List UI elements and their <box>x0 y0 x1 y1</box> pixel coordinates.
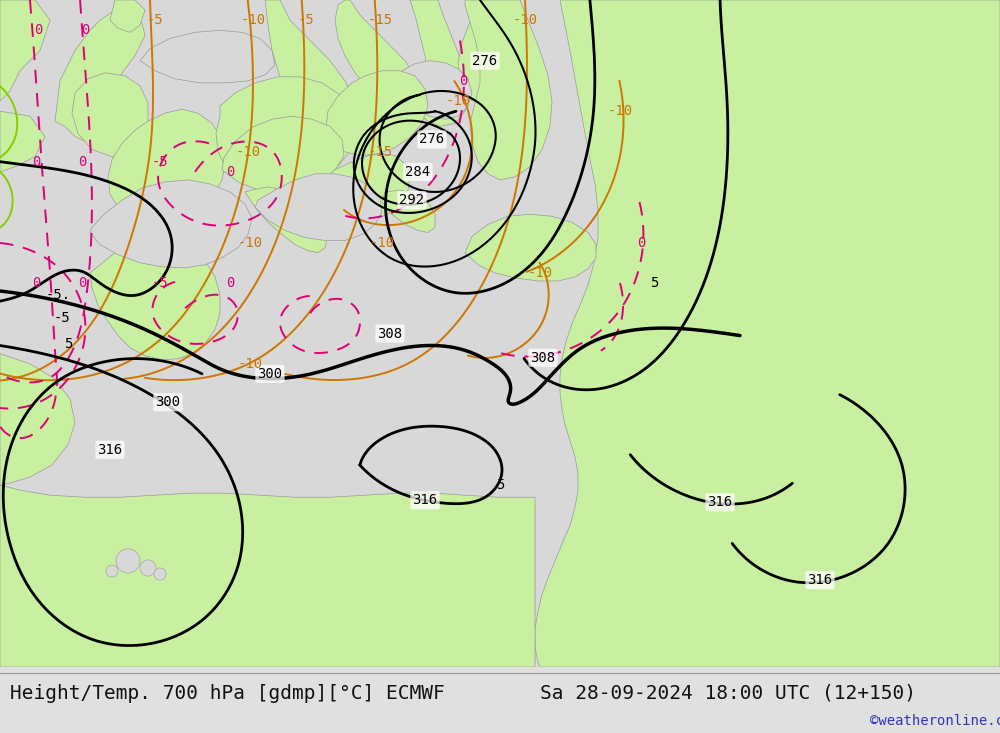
Text: 0: 0 <box>459 74 467 88</box>
Text: 284: 284 <box>405 165 431 179</box>
Text: 316: 316 <box>807 573 833 587</box>
Polygon shape <box>55 5 145 147</box>
Circle shape <box>106 565 118 577</box>
Text: 0: 0 <box>32 155 40 169</box>
Text: -5: -5 <box>54 312 70 325</box>
Polygon shape <box>90 240 220 360</box>
Polygon shape <box>535 0 1000 667</box>
Text: 300: 300 <box>257 367 283 381</box>
Text: -10: -10 <box>527 266 553 280</box>
Polygon shape <box>390 61 472 119</box>
Polygon shape <box>245 187 328 253</box>
Text: -5: -5 <box>298 13 314 27</box>
Polygon shape <box>335 0 420 109</box>
Text: -10: -10 <box>240 13 266 27</box>
Circle shape <box>154 568 166 580</box>
Text: -10: -10 <box>235 144 261 158</box>
Text: 0: 0 <box>78 276 86 290</box>
Polygon shape <box>0 354 75 485</box>
Text: 0: 0 <box>226 276 234 290</box>
Polygon shape <box>322 154 410 222</box>
Text: 292: 292 <box>399 193 425 207</box>
Circle shape <box>116 549 140 573</box>
Polygon shape <box>458 0 502 103</box>
Polygon shape <box>140 30 275 83</box>
Polygon shape <box>90 180 252 268</box>
Text: -5: -5 <box>152 155 168 169</box>
Text: 276: 276 <box>472 54 498 67</box>
Polygon shape <box>0 485 535 667</box>
Text: 5: 5 <box>496 478 504 492</box>
Circle shape <box>140 560 156 576</box>
Text: 316: 316 <box>412 493 438 507</box>
Text: 0: 0 <box>81 23 89 37</box>
Polygon shape <box>110 0 145 32</box>
Polygon shape <box>216 77 355 190</box>
Text: 0: 0 <box>226 165 234 179</box>
Text: 0: 0 <box>78 155 86 169</box>
Text: -5: -5 <box>152 276 168 290</box>
Text: -10: -10 <box>445 94 471 108</box>
Polygon shape <box>0 0 50 101</box>
Text: -10: -10 <box>607 104 633 118</box>
Polygon shape <box>326 71 428 155</box>
Polygon shape <box>410 0 468 126</box>
Text: -10: -10 <box>369 235 395 249</box>
Text: -10: -10 <box>512 13 538 27</box>
Text: -5.: -5. <box>45 288 71 302</box>
Text: 0: 0 <box>32 276 40 290</box>
Text: Sa 28-09-2024 18:00 UTC (12+150): Sa 28-09-2024 18:00 UTC (12+150) <box>540 683 916 702</box>
Text: -5: -5 <box>147 13 163 27</box>
Polygon shape <box>382 190 435 232</box>
Text: -10: -10 <box>237 357 263 371</box>
Text: ©weatheronline.co.uk: ©weatheronline.co.uk <box>870 714 1000 728</box>
Text: 0: 0 <box>34 23 42 37</box>
Polygon shape <box>465 0 552 180</box>
Text: 0: 0 <box>637 235 645 249</box>
Text: -15: -15 <box>367 144 393 158</box>
Text: 276: 276 <box>419 133 445 147</box>
Text: 5: 5 <box>64 336 72 350</box>
Text: 5: 5 <box>650 276 658 290</box>
Text: 316: 316 <box>97 443 123 457</box>
Polygon shape <box>222 117 344 194</box>
Polygon shape <box>465 214 596 281</box>
Polygon shape <box>72 73 148 157</box>
Text: 300: 300 <box>155 395 181 409</box>
Text: 316: 316 <box>707 496 733 509</box>
Text: -15: -15 <box>367 13 393 27</box>
Polygon shape <box>255 174 382 240</box>
Polygon shape <box>108 109 226 222</box>
Polygon shape <box>0 111 45 172</box>
Text: -10: -10 <box>237 235 263 249</box>
Text: 308: 308 <box>377 326 403 341</box>
Polygon shape <box>265 0 360 152</box>
Text: Height/Temp. 700 hPa [gdmp][°C] ECMWF: Height/Temp. 700 hPa [gdmp][°C] ECMWF <box>10 683 445 702</box>
Text: 308: 308 <box>530 351 556 365</box>
